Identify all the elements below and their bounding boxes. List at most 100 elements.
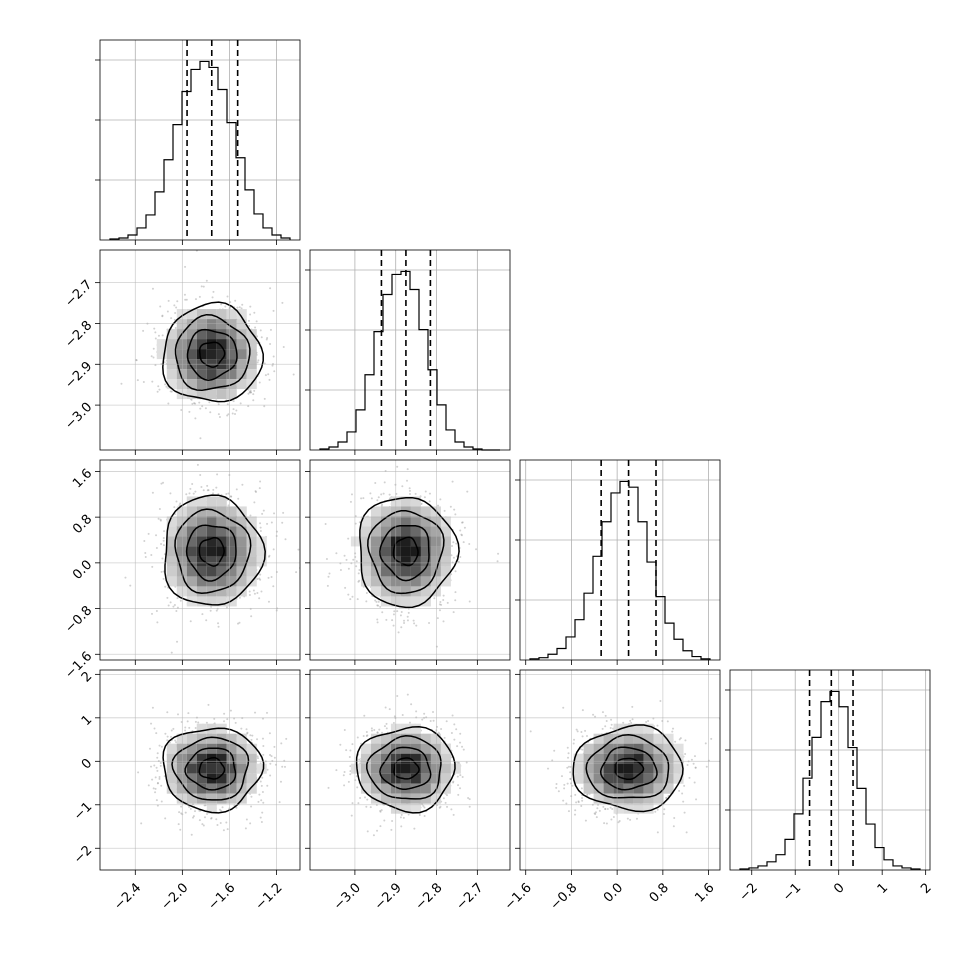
density-cell <box>583 743 594 754</box>
scatter-point <box>738 785 740 787</box>
density-cell <box>603 763 614 774</box>
scatter-point <box>150 722 153 725</box>
scatter-point <box>281 301 284 304</box>
panel-frame <box>519 459 721 661</box>
scatter-point <box>497 552 500 555</box>
scatter-point <box>261 737 264 740</box>
contour-level-3 <box>198 756 226 780</box>
scatter-point <box>355 565 358 568</box>
density-cell <box>186 516 197 527</box>
density-cell <box>176 733 187 744</box>
scatter-point <box>162 539 165 542</box>
scatter-point <box>365 805 368 808</box>
scatter-point <box>622 721 625 724</box>
density-cell <box>206 596 217 607</box>
panel-frame <box>309 249 511 451</box>
scatter-point <box>601 711 604 714</box>
scatter-point <box>269 762 272 765</box>
scatter-point <box>647 720 650 723</box>
scatter-point <box>195 250 198 252</box>
density-cell <box>400 803 411 814</box>
scatter-point <box>257 757 260 760</box>
scatter-point <box>705 765 708 768</box>
density-cell <box>226 546 237 557</box>
scatter-point <box>241 483 244 486</box>
scatter-point <box>656 808 659 811</box>
scatter-point <box>424 490 427 493</box>
density-cell <box>410 516 421 527</box>
scatter-point <box>184 726 187 729</box>
scatter-point <box>170 317 173 320</box>
density-cell <box>236 526 247 537</box>
scatter-point <box>376 829 379 832</box>
density-cell <box>663 733 674 744</box>
scatter-point <box>356 736 359 739</box>
contour-level-1 <box>174 508 252 595</box>
scatter-point <box>259 526 262 529</box>
density-cell <box>420 763 431 774</box>
scatter-point <box>610 818 613 821</box>
scatter-point <box>162 570 165 573</box>
scatter-point <box>631 718 634 721</box>
scatter-point <box>449 505 452 508</box>
scatter-point <box>161 334 164 337</box>
scatter-point <box>166 739 169 742</box>
scatter-point <box>437 731 440 734</box>
density-cell <box>380 773 391 784</box>
density-cell <box>440 526 451 537</box>
scatter-point <box>192 492 195 495</box>
scatter-point <box>566 782 569 785</box>
density-cell <box>440 753 451 764</box>
scatter-point <box>377 600 380 603</box>
scatter-point <box>248 324 251 327</box>
density-cell <box>236 546 247 557</box>
scatter-point <box>413 622 416 625</box>
density-cell <box>410 536 421 547</box>
scatter-point <box>151 612 154 615</box>
scatter-point <box>380 809 383 812</box>
density-cell <box>420 733 431 744</box>
density-cell <box>226 556 237 567</box>
density-cell <box>216 566 227 577</box>
scatter-point <box>380 504 383 507</box>
scatter-point <box>178 811 181 814</box>
density-cell <box>226 339 237 350</box>
density-cell <box>166 556 177 567</box>
contour-level-3 <box>198 536 225 567</box>
density-cell <box>216 309 227 320</box>
density-cell <box>196 309 207 320</box>
scatter-point <box>267 600 270 603</box>
density-cell <box>206 329 217 340</box>
scatter-point <box>376 499 379 502</box>
density-cell <box>236 536 247 547</box>
density-cell <box>573 773 584 784</box>
scatter-point <box>254 326 257 329</box>
scatter-point <box>180 805 183 808</box>
scatter-point <box>160 570 163 573</box>
scatter-point <box>161 314 164 317</box>
density-cell <box>246 339 257 350</box>
scatter-point <box>451 480 454 483</box>
scatter-point <box>325 557 328 560</box>
histogram-panel-2 <box>515 459 721 661</box>
scatter-point <box>456 745 459 748</box>
scatter-point <box>272 585 275 588</box>
scatter-point <box>683 811 686 814</box>
scatter-point <box>594 813 597 816</box>
scatter-point <box>163 530 166 533</box>
density-cell <box>186 733 197 744</box>
scatter-point <box>605 720 608 723</box>
density-cell <box>350 536 361 547</box>
density-cell <box>176 783 187 794</box>
scatter-point <box>443 509 446 512</box>
y-tick-label: −2.9 <box>62 359 95 392</box>
scatter-point <box>459 741 462 744</box>
scatter-point <box>152 356 155 359</box>
scatter-point <box>397 631 400 634</box>
scatter-point <box>327 575 330 578</box>
scatter-point <box>335 552 338 555</box>
scatter-point <box>158 744 161 747</box>
contour-level-0 <box>164 494 266 606</box>
scatter-point <box>586 794 589 797</box>
scatter-point <box>385 618 388 621</box>
